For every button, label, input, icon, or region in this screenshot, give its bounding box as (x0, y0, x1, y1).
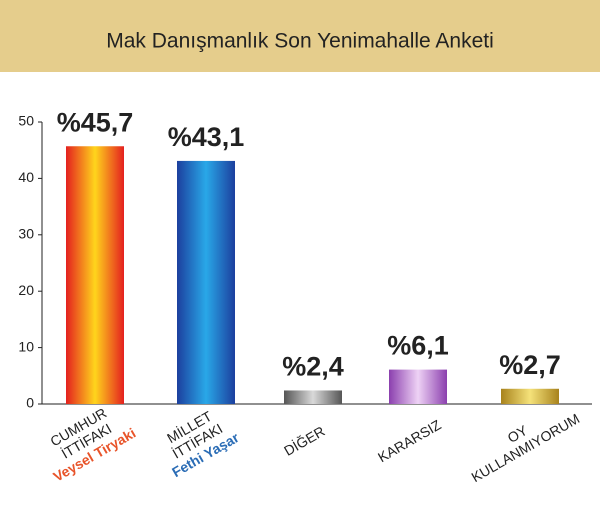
title-banner (0, 0, 600, 72)
y-tick-label: 40 (18, 169, 34, 185)
value-label: %43,1 (168, 122, 245, 152)
x-tick-label: DİĞER (281, 422, 328, 459)
value-label: %6,1 (387, 331, 449, 361)
y-tick-label: 30 (18, 226, 34, 242)
bar (177, 160, 235, 404)
bar (501, 388, 559, 404)
value-label: %45,7 (57, 107, 134, 137)
value-label: %2,7 (499, 350, 561, 380)
x-tick-label: KULLANMIYORUM (468, 410, 582, 485)
y-tick-label: 0 (26, 395, 34, 411)
bar (389, 369, 447, 404)
bar (66, 146, 124, 404)
x-tick-label: KARARSIZ (375, 416, 444, 465)
y-tick-label: 20 (18, 282, 34, 298)
value-label: %2,4 (282, 352, 344, 382)
category-label: DİĞER (281, 422, 328, 459)
y-tick-label: 10 (18, 338, 34, 354)
chart-title: Mak Danışmanlık Son Yenimahalle Anketi (106, 30, 494, 53)
y-tick-label: 50 (18, 113, 34, 129)
category-label: KARARSIZ (375, 416, 444, 465)
bar (284, 390, 342, 404)
